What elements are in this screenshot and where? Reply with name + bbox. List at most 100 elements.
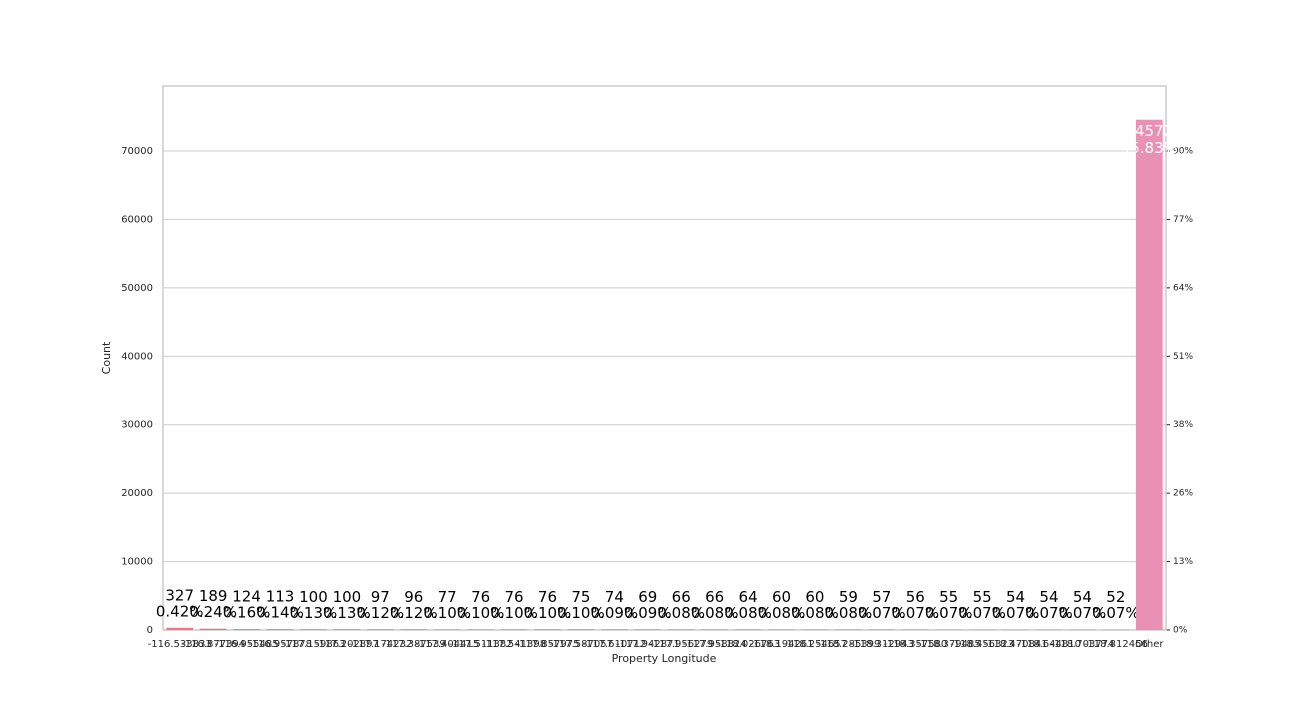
x-tick-label: Other — [1135, 639, 1164, 650]
data-label: 74 — [605, 588, 624, 606]
data-label: 59 — [839, 588, 858, 606]
y-tick-label: 70000 — [121, 146, 153, 157]
plot-frame — [162, 85, 1167, 631]
data-label: 64 — [739, 588, 758, 606]
percent-label: 0.09% — [591, 604, 639, 622]
data-label: 124 — [232, 588, 261, 606]
data-label: 54 — [1006, 588, 1025, 606]
data-label: 75 — [571, 588, 590, 606]
bar — [1135, 119, 1163, 630]
bar — [233, 629, 260, 630]
percent-label: 95.83% — [1121, 139, 1178, 157]
percent-label: 0.08% — [724, 604, 772, 622]
y2-tick-label: 51% — [1173, 352, 1193, 362]
x-tick-label: -117.159863 — [281, 639, 345, 650]
y2-tick-label: 13% — [1173, 557, 1193, 567]
x-tick-label: -116.957878 — [248, 639, 312, 650]
percent-label: 0.42% — [156, 602, 204, 620]
data-label: 97 — [371, 588, 390, 606]
bar — [534, 629, 561, 630]
percent-label: 0.08% — [758, 604, 806, 622]
x-tick-label: -117.857975 — [515, 639, 579, 650]
percent-label: 0.07% — [1025, 604, 1073, 622]
x-tick-label: -118.026763 — [716, 639, 780, 650]
x-tick-label: -117.610712 — [582, 639, 646, 650]
bar — [199, 628, 227, 630]
percent-label: 0.24% — [189, 603, 237, 621]
percent-label: 0.10% — [490, 604, 538, 622]
y2-tick-label: 0% — [1173, 626, 1188, 636]
x-tick-label: -118.357580 — [883, 639, 947, 650]
x-tick-label: -117.587057 — [549, 639, 613, 650]
x-tick-label: -117.511382 — [449, 639, 513, 650]
data-label: 327 — [165, 586, 194, 604]
percent-label: 0.08% — [791, 604, 839, 622]
x-tick-label: -118.812456 — [1084, 639, 1148, 650]
percent-label: 0.08% — [657, 604, 705, 622]
percent-label: 0.07% — [992, 604, 1040, 622]
x-tick-label: -118.470841 — [984, 639, 1048, 650]
data-label: 66 — [672, 588, 691, 606]
x-tick-label: -118.194261 — [749, 639, 813, 650]
percent-label: 0.09% — [624, 604, 672, 622]
bar — [166, 627, 194, 630]
bar — [500, 629, 528, 630]
data-label: 56 — [906, 588, 925, 606]
y-tick-label: 0 — [147, 625, 153, 636]
data-label: 76 — [538, 588, 557, 606]
data-label: 55 — [973, 588, 992, 606]
data-label: 54 — [1073, 588, 1092, 606]
x-tick-label: -117.404415 — [415, 639, 479, 650]
bar — [467, 629, 494, 630]
percent-label: 0.07% — [891, 604, 939, 622]
x-tick-label: -117.958824 — [683, 639, 747, 650]
x-tick-label: -117.202897 — [315, 639, 379, 650]
y-tick-label: 10000 — [121, 557, 153, 568]
x-tick-label: -117.387539 — [382, 639, 446, 650]
x-tick-label: -117.956279 — [649, 639, 713, 650]
percent-label: 0.14% — [256, 604, 304, 622]
data-label: 76 — [471, 588, 490, 606]
percent-label: 0.08% — [825, 604, 873, 622]
percent-label: 0.08% — [691, 604, 739, 622]
percent-label: 0.07% — [1092, 604, 1140, 622]
x-tick-label: -118.254657 — [783, 639, 847, 650]
x-axis-title: Property Longitude — [612, 652, 717, 665]
y2-tick-label: 26% — [1173, 489, 1193, 499]
y2-tick-label: 77% — [1173, 215, 1193, 225]
x-tick-label: -117.174232 — [348, 639, 412, 650]
percent-label: 0.13% — [323, 604, 371, 622]
y-tick-label: 60000 — [121, 214, 153, 225]
x-tick-label: -118.285399 — [816, 639, 880, 650]
percent-label: 0.07% — [958, 604, 1006, 622]
data-label: 76 — [505, 588, 524, 606]
x-tick-label: -118.703774 — [1050, 639, 1114, 650]
data-label: 54 — [1039, 588, 1058, 606]
percent-label: 0.07% — [925, 604, 973, 622]
x-tick-label: -118.379485 — [917, 639, 981, 650]
data-label: 100 — [299, 588, 328, 606]
bar — [567, 629, 595, 630]
x-tick-label: -116.533833 — [148, 639, 212, 650]
percent-label: 0.07% — [1059, 604, 1107, 622]
data-label: 57 — [872, 588, 891, 606]
y2-tick-label: 64% — [1173, 283, 1193, 293]
y2-tick-label: 90% — [1173, 147, 1193, 157]
x-tick-label: -116.955485 — [215, 639, 279, 650]
bar — [433, 629, 461, 630]
x-tick-label: -118.456323 — [950, 639, 1014, 650]
percent-label: 0.13% — [290, 604, 338, 622]
bar — [366, 629, 394, 630]
x-tick-label: -117.942871 — [616, 639, 680, 650]
data-label: 60 — [772, 588, 791, 606]
data-label: 55 — [939, 588, 958, 606]
y-axis-title: Count — [100, 341, 113, 374]
data-label: 96 — [404, 588, 423, 606]
percent-label: 0.07% — [858, 604, 906, 622]
data-label: 74572 — [1125, 122, 1173, 140]
percent-label: 0.10% — [423, 604, 471, 622]
percent-label: 0.10% — [524, 604, 572, 622]
percent-label: 0.10% — [457, 604, 505, 622]
data-label: 69 — [638, 588, 657, 606]
